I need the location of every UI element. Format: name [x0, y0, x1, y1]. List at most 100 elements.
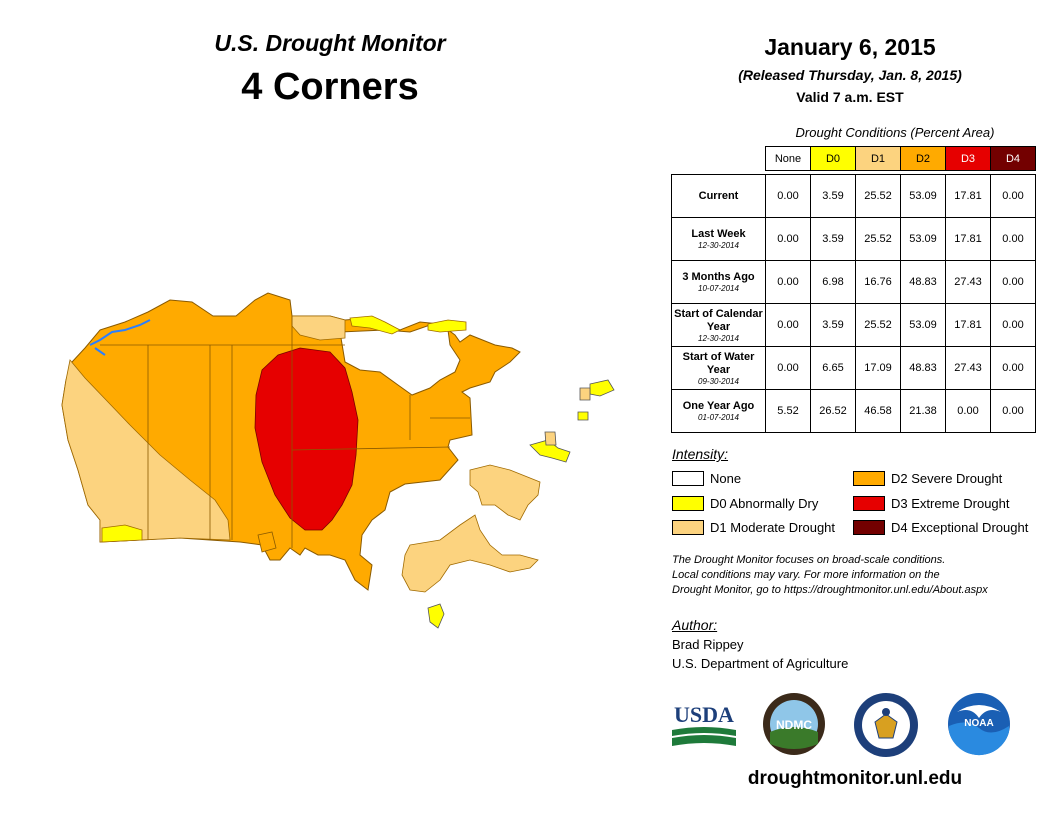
valid-time: Valid 7 a.m. EST	[796, 89, 904, 105]
legend-heading: Intensity:	[672, 446, 729, 462]
legend-label: D0 Abnormally Dry	[710, 496, 819, 511]
table-cell: 17.81	[945, 303, 991, 347]
website-link[interactable]: droughtmonitor.unl.edu	[747, 768, 963, 789]
legend-item-d3: D3 Extreme Drought	[853, 496, 1010, 511]
table-cell: 25.52	[855, 303, 901, 347]
table-cell: 5.52	[765, 389, 811, 433]
row-label-text: One Year Ago	[682, 400, 755, 412]
patch-d2-south	[257, 531, 277, 553]
usda-logo-text: USDA	[674, 702, 734, 727]
table-cell: 48.83	[900, 260, 946, 304]
table-cell: 21.38	[900, 389, 946, 433]
table-cell: 53.09	[900, 217, 946, 261]
region-d1-west	[61, 359, 231, 543]
legend-item-d0: D0 Abnormally Dry	[672, 496, 818, 511]
row-label-text: Start of Calendar Year	[674, 307, 763, 333]
legend-label: D4 Exceptional Drought	[891, 520, 1029, 535]
map-date: January 6, 2015	[764, 34, 936, 60]
table-corner	[672, 147, 766, 171]
usda-logo: USDA	[672, 702, 736, 746]
table-cell: 0.00	[990, 389, 1036, 433]
legend-label: D1 Moderate Drought	[710, 520, 836, 535]
legend-item-none: None	[672, 471, 741, 486]
noaa-logo-text: NOAA	[964, 718, 993, 729]
legend-swatch-d2	[853, 471, 885, 486]
table-cell: 26.52	[810, 389, 856, 433]
table-row: Last Week 12-30-2014 0.00 3.59 25.52 53.09 17.…	[671, 217, 1036, 261]
drought-conditions-table: None D0 D1 D2 D3 D4 Current 0.00 3.59 25.52…	[671, 146, 1036, 433]
row-label-date: 10-07-2014	[698, 284, 739, 293]
note-line: Local conditions may vary. For more info…	[672, 569, 940, 581]
table-cell: 0.00	[945, 389, 991, 433]
legend-swatch-d0	[672, 496, 704, 511]
row-label-text: Current	[698, 189, 739, 202]
ndmc-logo-text: NDMC	[776, 718, 812, 732]
col-header-d1: D1	[855, 146, 901, 171]
table-cell: 0.00	[990, 303, 1036, 347]
table-row: Current 0.00 3.59 25.52 53.09 17.81 0.00	[671, 174, 1036, 218]
legend-swatch-none	[672, 471, 704, 486]
table-cell: 0.00	[990, 260, 1036, 304]
row-label-text: Start of Water Year	[682, 350, 755, 376]
row-label-date: 12-30-2014	[698, 241, 739, 250]
region-title: 4 Corners	[241, 66, 419, 108]
table-row: One Year Ago 01-07-2014 5.52 26.52 46.58 21.3…	[671, 389, 1036, 433]
row-label: Current	[671, 174, 766, 218]
row-label: Start of Water Year 09-30-2014	[671, 346, 766, 390]
table-row: 3 Months Ago 10-07-2014 0.00 6.98 16.76 48.83…	[671, 260, 1036, 304]
row-label-text: 3 Months Ago	[682, 271, 755, 283]
noaa-logo: NOAA	[948, 693, 1010, 756]
region-d1-southeast	[401, 514, 539, 593]
table-cell: 25.52	[855, 217, 901, 261]
table-cell: 3.59	[810, 303, 856, 347]
region-d0-north	[349, 315, 467, 335]
table-cell: 0.00	[765, 260, 811, 304]
legend-swatch-d1	[672, 520, 704, 535]
table-cell: 3.59	[810, 174, 856, 218]
table-cell: 17.09	[855, 346, 901, 390]
river-line	[89, 319, 151, 356]
table-cell: 0.00	[765, 174, 811, 218]
region-d1-east	[469, 464, 541, 521]
legend-swatch-d4	[853, 520, 885, 535]
col-header-d2: D2	[900, 146, 946, 171]
legend-item-d4: D4 Exceptional Drought	[853, 520, 1028, 535]
disclaimer-note: The Drought Monitor focuses on broad-sca…	[672, 553, 1052, 598]
col-header-d0: D0	[810, 146, 856, 171]
col-header-none: None	[765, 146, 811, 171]
table-cell: 0.00	[765, 217, 811, 261]
table-cell: 17.81	[945, 217, 991, 261]
table-cell: 6.98	[810, 260, 856, 304]
commerce-seal	[854, 693, 918, 757]
note-line: The Drought Monitor focuses on broad-sca…	[672, 554, 946, 566]
patch-d1-east-small	[544, 431, 557, 446]
row-label: 3 Months Ago 10-07-2014	[671, 260, 766, 304]
table-cell: 0.00	[990, 346, 1036, 390]
legend-swatch-d3	[853, 496, 885, 511]
table-cell: 0.00	[765, 346, 811, 390]
table-cell: 53.09	[900, 303, 946, 347]
legend-label: D2 Severe Drought	[891, 471, 1003, 486]
region-d1-north	[291, 315, 346, 341]
region-d3-extreme	[254, 347, 359, 531]
author-name: Brad Rippey	[672, 637, 744, 652]
table-cell: 48.83	[900, 346, 946, 390]
author-heading: Author:	[672, 617, 718, 633]
legend-label: D3 Extreme Drought	[891, 496, 1010, 511]
table-cell: 6.65	[810, 346, 856, 390]
col-header-d4: D4	[990, 146, 1036, 171]
row-label-date: 01-07-2014	[698, 413, 739, 422]
ndmc-logo: NDMC	[763, 693, 825, 755]
table-row: Start of Water Year 09-30-2014 0.00 6.65 17.…	[671, 346, 1036, 390]
drought-map	[61, 292, 615, 629]
table-cell: 3.59	[810, 217, 856, 261]
row-label-date: 09-30-2014	[698, 376, 739, 386]
table-cell: 0.00	[765, 303, 811, 347]
row-label: Last Week 12-30-2014	[671, 217, 766, 261]
table-cell: 17.81	[945, 174, 991, 218]
legend-item-d1: D1 Moderate Drought	[672, 520, 835, 535]
author-organization: U.S. Department of Agriculture	[672, 656, 849, 671]
patch-d1-northeast	[579, 387, 591, 401]
region-none	[339, 324, 461, 396]
patch-d0-small	[577, 411, 589, 421]
